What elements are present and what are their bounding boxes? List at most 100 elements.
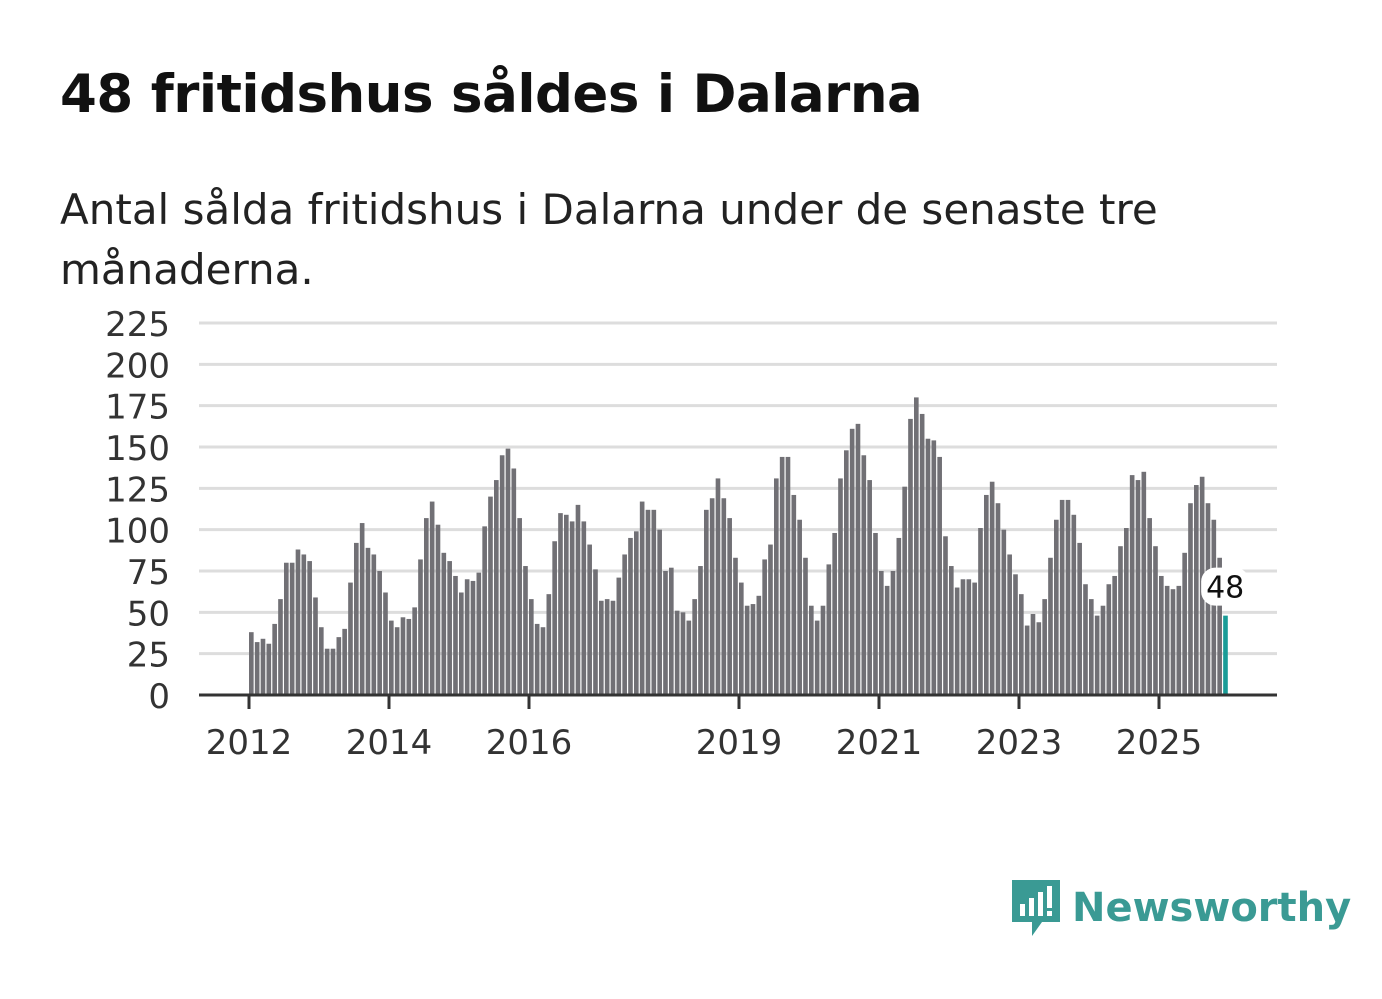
bar [972, 582, 977, 695]
bar [634, 531, 639, 695]
bar [289, 562, 295, 695]
bar [1071, 514, 1077, 695]
bar [488, 496, 493, 695]
bar [581, 521, 587, 695]
bar [464, 579, 470, 695]
bar [849, 428, 855, 695]
bar [564, 514, 569, 695]
x-tick-label: 2025 [1116, 723, 1203, 763]
bar [686, 620, 692, 695]
bar [1182, 552, 1187, 695]
bar [505, 448, 511, 695]
bar [704, 509, 709, 695]
bar [1007, 554, 1012, 695]
bar [394, 627, 400, 695]
y-tick-label: 125 [105, 470, 170, 510]
bar [844, 450, 849, 695]
bar [400, 617, 406, 695]
bar [1100, 605, 1106, 695]
bar [354, 542, 359, 695]
bar [377, 571, 382, 695]
bar [1019, 594, 1024, 695]
bar [517, 518, 522, 695]
bar [1054, 519, 1059, 695]
bar [499, 455, 505, 695]
bar [1094, 615, 1100, 695]
bar [1164, 585, 1170, 695]
bar [954, 587, 960, 695]
bar [1223, 615, 1228, 695]
bar [1124, 528, 1129, 695]
bar [873, 532, 878, 695]
bar [1153, 546, 1158, 695]
bar [628, 537, 633, 695]
bar [1129, 475, 1135, 695]
bar [692, 599, 697, 695]
highlight-value-label: 48 [1206, 571, 1244, 606]
bar [319, 627, 324, 695]
x-tick-label: 2019 [696, 723, 783, 763]
bar [494, 480, 499, 695]
x-tick-label: 2012 [206, 723, 293, 763]
bar [1024, 625, 1030, 695]
bar [587, 544, 592, 695]
bar [599, 600, 604, 695]
y-tick-label: 150 [105, 429, 170, 469]
newsworthy-logo: Newsworthy [1010, 878, 1351, 938]
bar [832, 532, 837, 695]
y-tick-label: 175 [105, 388, 170, 428]
bar [756, 595, 762, 695]
y-tick-label: 225 [105, 305, 170, 345]
bar [937, 456, 942, 695]
bar [645, 509, 651, 695]
bar [447, 561, 452, 695]
bar [272, 623, 277, 695]
bar [284, 562, 289, 695]
bar [721, 498, 727, 695]
x-tick-label: 2021 [836, 723, 923, 763]
bar [575, 504, 581, 695]
bar [365, 547, 371, 695]
bar [1013, 574, 1018, 695]
bar [797, 519, 802, 695]
bar [254, 642, 260, 695]
bar [809, 605, 814, 695]
bar [313, 597, 318, 695]
bar [441, 552, 447, 695]
bar [744, 605, 750, 695]
bar [1112, 575, 1117, 695]
bar [733, 557, 738, 695]
bar [523, 566, 528, 695]
bar [919, 413, 925, 695]
bar [1042, 599, 1047, 695]
bar [890, 571, 896, 695]
bar [1118, 546, 1123, 695]
bar [336, 637, 342, 695]
bar [651, 509, 657, 695]
bar [511, 468, 517, 695]
bar [943, 536, 948, 695]
bar [838, 478, 843, 695]
bar [978, 528, 983, 695]
bar [459, 592, 464, 695]
bar [931, 440, 937, 695]
bar [470, 580, 476, 695]
x-tick-label: 2014 [346, 723, 433, 763]
bar [1217, 557, 1222, 695]
bar [359, 523, 365, 695]
bar [902, 486, 907, 695]
bar [1194, 485, 1199, 695]
y-tick-label: 200 [105, 346, 170, 386]
y-tick-label: 100 [105, 512, 170, 552]
bar [639, 501, 645, 695]
bar [855, 423, 861, 695]
bar [482, 526, 487, 695]
bar [342, 628, 347, 695]
bar [739, 582, 744, 695]
bar [558, 513, 563, 695]
bar [914, 397, 919, 695]
bar [966, 579, 972, 695]
bar [1211, 519, 1217, 695]
bar [1141, 471, 1147, 695]
x-tick-label: 2016 [486, 723, 573, 763]
